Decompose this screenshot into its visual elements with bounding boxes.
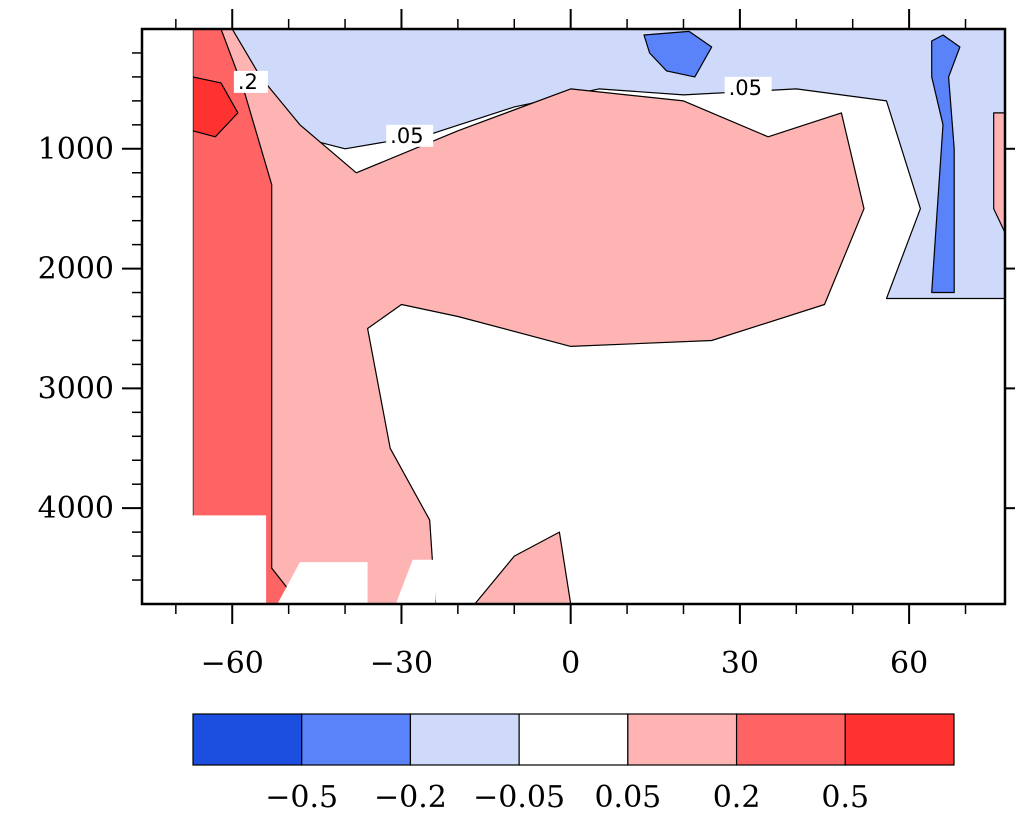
- region-land-mask-north: [142, 29, 193, 604]
- contour-label-bg: [233, 70, 268, 93]
- region-medium-negative-arctic-column: [931, 34, 961, 294]
- region-weak-positive-deep-tongue: [474, 531, 572, 604]
- x-tick-label: −30: [370, 646, 433, 681]
- colorbar-level-label: −0.05: [473, 780, 565, 814]
- contour-label: .05: [729, 76, 762, 100]
- contour-labels: .2 .05 .05: [233, 70, 772, 148]
- axis-tick-labels: −60 −30 0 30 60 1000 2000 3000 4000: [38, 132, 929, 681]
- colorbar-box: [301, 713, 412, 766]
- x-tick-label: 0: [561, 646, 580, 681]
- colorbar-level-label: −0.2: [374, 780, 447, 814]
- region-land-mask-ridge-1: [277, 562, 368, 604]
- contour-label-bg: [724, 76, 772, 99]
- region-weak-positive-main-cell: [192, 29, 865, 604]
- colorbar-box: [192, 713, 303, 766]
- y-tick-label: 2000: [38, 252, 114, 287]
- y-tick-label: 4000: [38, 491, 114, 526]
- contour-label: .05: [390, 124, 423, 148]
- region-medium-positive-southern-wall: [192, 29, 301, 604]
- contour-label-bg: [386, 124, 434, 147]
- y-tick-label: 3000: [38, 371, 114, 406]
- colorbar-level-label: 0.5: [821, 780, 869, 814]
- contour-regions: [142, 29, 1005, 604]
- region-land-mask-ridge-3: [446, 559, 475, 604]
- colorbar-level-label: 0.2: [713, 780, 761, 814]
- x-tick-label: 60: [890, 646, 928, 681]
- colorbar-box: [627, 713, 738, 766]
- colorbar-box: [518, 713, 629, 766]
- colorbar-level-label: 0.05: [594, 780, 661, 814]
- y-tick-label: 1000: [38, 132, 114, 167]
- colorbar-box: [409, 713, 520, 766]
- region-medium-negative-northern-blob: [643, 30, 713, 78]
- contour-label: .2: [238, 70, 258, 94]
- colorbar-box: [844, 713, 955, 766]
- axis-ticks: [122, 9, 1015, 624]
- region-weak-positive-northern-edge: [993, 112, 1005, 234]
- x-tick-label: −60: [201, 646, 264, 681]
- colorbar-level-label: −0.5: [265, 780, 338, 814]
- colorbar-legend: −0.5 −0.2 −0.05 0.05 0.2 0.5: [192, 713, 955, 814]
- region-land-mask-ridge-2: [395, 559, 436, 604]
- colorbar-box: [735, 713, 846, 766]
- x-tick-label: 30: [721, 646, 759, 681]
